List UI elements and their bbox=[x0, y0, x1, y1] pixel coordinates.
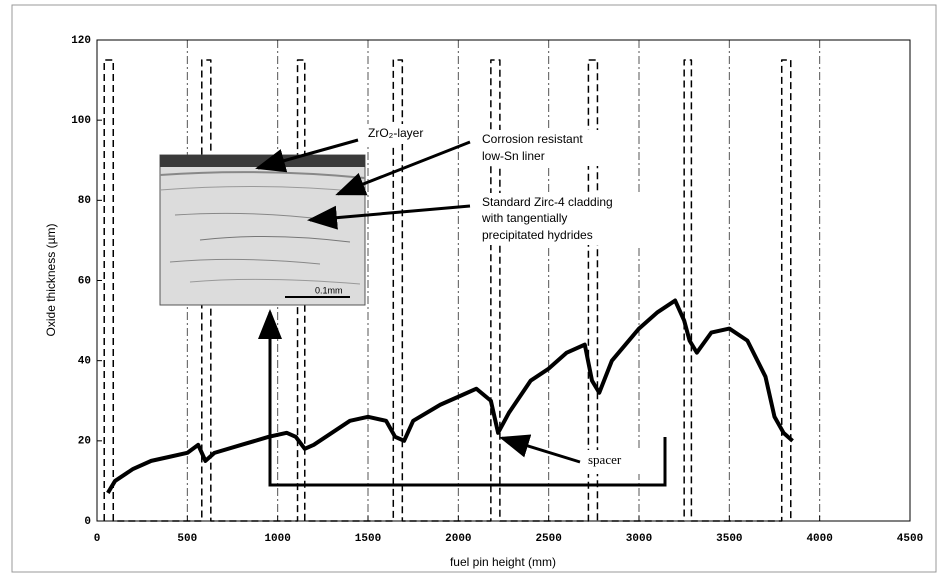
x-tick-label: 0 bbox=[94, 533, 101, 545]
x-tick-label: 500 bbox=[177, 533, 197, 545]
scale-label: 0.1mm bbox=[315, 285, 343, 295]
x-axis-label: fuel pin height (mm) bbox=[450, 555, 556, 569]
y-axis-label: Oxide thickness (µm) bbox=[44, 224, 58, 337]
y-tick-label: 40 bbox=[78, 356, 91, 368]
annotation: spacer bbox=[588, 452, 622, 467]
x-tick-label: 3500 bbox=[716, 533, 742, 545]
annotation: with tangentially bbox=[481, 211, 567, 225]
x-tick-label: 4000 bbox=[806, 533, 832, 545]
y-tick-label: 80 bbox=[78, 195, 91, 207]
y-tick-label: 20 bbox=[78, 436, 91, 448]
y-tick-label: 60 bbox=[78, 275, 91, 287]
y-tick-label: 0 bbox=[84, 516, 91, 528]
x-tick-label: 4500 bbox=[897, 533, 923, 545]
x-tick-label: 2000 bbox=[445, 533, 471, 545]
x-tick-label: 1000 bbox=[264, 533, 290, 545]
x-tick-label: 1500 bbox=[355, 533, 381, 545]
chart: 0 500 1000 1500 2000 2500 3000 3500 4000 4500 0 20 4… bbox=[0, 0, 949, 579]
annotation: precipitated hydrides bbox=[482, 228, 593, 242]
y-tick-label: 100 bbox=[71, 115, 91, 127]
frame bbox=[12, 5, 936, 572]
annotation: low-Sn liner bbox=[482, 149, 545, 163]
y-tick-label: 120 bbox=[71, 35, 91, 47]
x-tick-label: 3000 bbox=[626, 533, 652, 545]
annotation: ZrO₂-layer bbox=[368, 126, 423, 140]
x-tick-label: 2500 bbox=[535, 533, 561, 545]
micrograph: 0.1mm bbox=[160, 155, 365, 305]
annotation: Corrosion resistant bbox=[482, 132, 583, 146]
annotation: Standard Zirc-4 cladding bbox=[482, 195, 613, 209]
